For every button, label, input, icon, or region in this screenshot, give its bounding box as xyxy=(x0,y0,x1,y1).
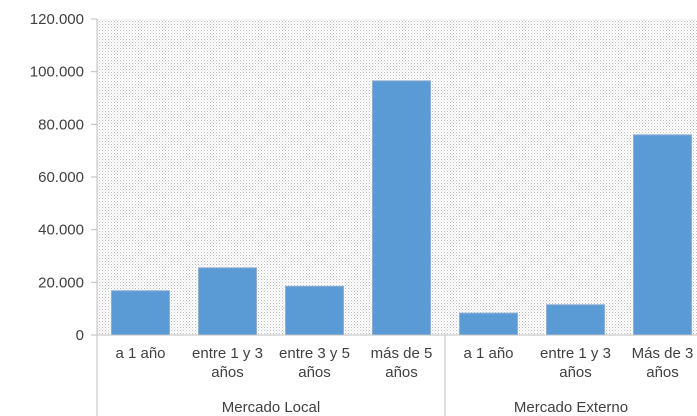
category-label: entre 3 y 5 xyxy=(279,345,350,362)
category-label: años xyxy=(559,364,592,381)
bar xyxy=(111,290,170,336)
bar xyxy=(633,134,692,336)
bar xyxy=(546,304,605,336)
category-label: años xyxy=(298,364,331,381)
group-label: Mercado Externo xyxy=(514,399,628,416)
y-tick-label: 20.000 xyxy=(38,274,84,291)
category-label: más de 5 xyxy=(371,345,433,362)
y-tick-label: 0 xyxy=(76,327,84,344)
y-tick-label: 120.000 xyxy=(30,11,84,28)
bar xyxy=(459,312,518,336)
category-label: Más de 3 xyxy=(632,345,694,362)
bars xyxy=(111,80,692,336)
group-label: Mercado Local xyxy=(222,399,320,416)
y-tick-label: 100.000 xyxy=(30,64,84,81)
category-label: años xyxy=(646,364,679,381)
y-tick-label: 40.000 xyxy=(38,222,84,239)
y-tick-label: 80.000 xyxy=(38,116,84,133)
x-axis: a 1 año entre 1 y 3 años entre 3 y 5 años más… xyxy=(96,334,697,416)
bar xyxy=(372,80,431,336)
category-label: años xyxy=(385,364,418,381)
y-axis: 0 20.000 40.000 60.000 80.000 100.000 120.000 xyxy=(30,11,98,344)
bar xyxy=(285,285,344,336)
y-tick-label: 60.000 xyxy=(38,169,84,186)
category-label: entre 1 y 3 xyxy=(192,345,263,362)
category-label: años xyxy=(211,364,244,381)
category-label: a 1 año xyxy=(115,345,165,362)
category-label: a 1 año xyxy=(463,345,513,362)
bar xyxy=(198,267,257,336)
category-label: entre 1 y 3 xyxy=(540,345,611,362)
